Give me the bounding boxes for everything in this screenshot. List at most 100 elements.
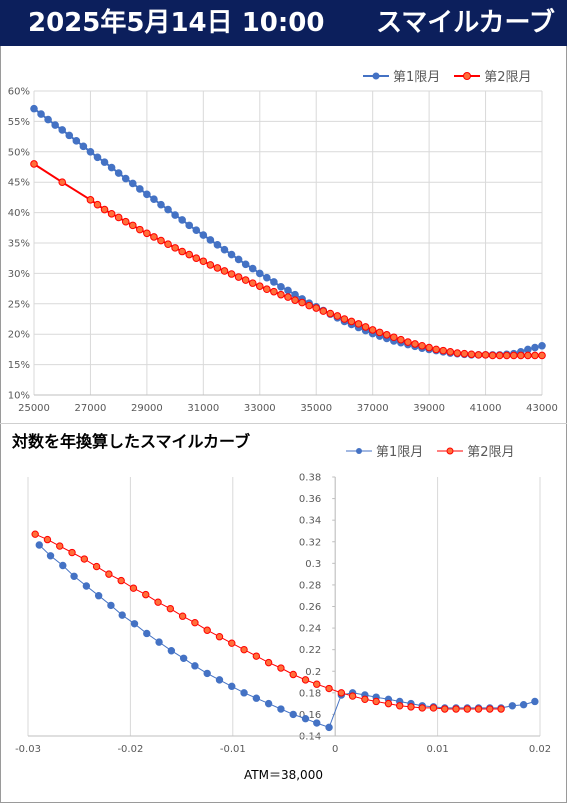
chart2-series-1-point — [301, 715, 310, 723]
chart1-y-tick-label: 30% — [8, 269, 30, 280]
chart2-series-1-point — [277, 705, 285, 713]
chart2-series-2-point — [372, 697, 380, 706]
chart-divider — [0, 423, 567, 424]
chart2-series-2-point — [474, 705, 483, 713]
chart2-series-1-point — [70, 572, 78, 580]
chart1-series-2-point — [255, 282, 264, 290]
chart1-series-2-point — [121, 217, 130, 226]
chart1-series-1-point — [44, 115, 52, 124]
chart1-series-1-point — [121, 174, 130, 183]
chart2-series-2-point — [56, 542, 64, 550]
chart2-series-2-point — [301, 676, 310, 684]
chart1-series-2-point — [347, 317, 356, 326]
chart1-legend-item-1: 第1限月 — [363, 66, 440, 85]
chart2-series-2-point — [252, 652, 261, 660]
chart1-series-2-point — [481, 351, 490, 359]
chart1-series-2-point — [220, 267, 229, 275]
chart1-y-tick-label: 45% — [8, 178, 30, 189]
chart2-series-2-point — [418, 704, 426, 712]
chart1-x-tick-label: 29000 — [131, 403, 163, 414]
chart1-series-2-point — [291, 296, 299, 304]
chart1-series-1-point — [248, 264, 257, 273]
chart1-series-1-point — [171, 211, 179, 219]
chart2-y-tick-label: 0.24 — [299, 624, 321, 635]
chart1-series-2-point — [439, 346, 448, 355]
chart1-series-1-line — [33, 107, 543, 356]
chart1-series-2-point — [411, 340, 419, 348]
chart1-series-1-point — [37, 110, 45, 118]
chart2-x-tick-label: 0.02 — [529, 744, 551, 755]
chart1-series-2-point — [136, 225, 144, 234]
chart1-series-1-point — [277, 282, 285, 291]
chart2-series-2-point — [203, 626, 211, 634]
chart2-series-1-point — [107, 601, 115, 610]
chart1-series-1-point — [136, 185, 144, 193]
chart2-series-2-point — [452, 705, 460, 713]
chart2-x-tick-label: 0 — [332, 744, 338, 755]
series2-marker-icon — [454, 71, 481, 80]
chart2-series-2-point — [154, 598, 162, 606]
chart1-series-2-point — [100, 205, 109, 214]
chart2-series-1-point — [203, 669, 211, 678]
chart1-series-2-point — [107, 210, 116, 218]
chart1-series-2-point — [361, 323, 370, 331]
chart1-x-tick-label: 39000 — [413, 403, 445, 414]
chart1-series-1-point — [100, 158, 109, 166]
chart2-series-1-point — [143, 629, 151, 638]
chart2-y-tick-label: 0.28 — [299, 580, 321, 591]
chart2-series-1-point — [252, 694, 261, 702]
chart1-series-2-point — [305, 301, 313, 310]
chart1-x-tick-label: 25000 — [18, 403, 50, 414]
chart1-series-2-point — [425, 343, 433, 352]
chart1-series-1-point — [79, 142, 88, 151]
chart2-y-tick-label: 0.36 — [299, 494, 321, 505]
chart1-series-2-point — [418, 341, 426, 350]
chart2-series-2-point — [191, 618, 199, 627]
chart2-y-tick-label: 0.34 — [299, 516, 321, 527]
chart1-series-2-point — [404, 338, 412, 346]
chart2-y-tick-label: 0.18 — [299, 688, 321, 699]
chart2-series-2-point — [348, 692, 357, 700]
chart1-series-2-point — [312, 304, 321, 312]
chart1-series-2-point — [206, 261, 215, 269]
chart2-series-2-point — [105, 570, 113, 578]
chart1-series-2-point — [432, 345, 440, 354]
chart1-series-1-point — [255, 269, 264, 278]
chart1-series-1-point — [157, 200, 165, 209]
chart2-y-tick-label: 0.26 — [299, 602, 321, 613]
chart2-series-2-point — [407, 703, 415, 711]
chart1-plot: 10% 15% 20% 25% 30% 35% 40% 45% 50% 55% 60% 25000 27… — [8, 87, 558, 415]
chart2-series-1-point — [167, 647, 176, 655]
chart2-series-1-point — [215, 676, 224, 684]
chart2-series-2-point — [384, 699, 393, 708]
chart1-series-2-point — [185, 250, 194, 259]
chart2-legend: 第1限月 第2限月 — [346, 441, 529, 460]
chart2-series-2-point — [80, 555, 89, 563]
chart2-y-tick-label: 0.14 — [299, 732, 321, 743]
series1-marker-icon — [363, 72, 389, 79]
chart2-legend-label-1: 第1限月 — [376, 445, 424, 460]
chart1-series-2-point — [234, 273, 243, 281]
chart1-series-2-point — [453, 349, 462, 357]
chart1-series-1-point — [192, 226, 201, 235]
chart1-series-2-point — [397, 335, 405, 344]
chart1-series-1-point — [270, 278, 278, 286]
chart1-series-2-point — [227, 270, 236, 278]
chart1-series-1-point — [213, 241, 222, 249]
chart2-series-1-trendline — [38, 544, 536, 729]
chart2-series-2-point — [396, 702, 404, 710]
chart1-series-1-point — [185, 221, 194, 230]
chart2-series-2-point — [486, 705, 494, 713]
chart1-y-tick-label: 40% — [8, 208, 30, 219]
chart2-y-tick-label: 0.3 — [305, 559, 321, 570]
chart2-series-1-point — [82, 582, 91, 590]
chart2-series-1-point — [264, 699, 273, 708]
chart1-series-2-point — [150, 233, 158, 241]
chart2-series-1-point — [531, 697, 539, 706]
chart2-series-2-point — [463, 705, 471, 713]
chart1-series-1-point — [164, 205, 172, 214]
chart2-series-2-point — [289, 670, 297, 679]
chart2-series-2-point — [429, 704, 438, 712]
chart1-series-1-point — [51, 121, 59, 129]
chart2-series-2-point — [264, 658, 273, 667]
